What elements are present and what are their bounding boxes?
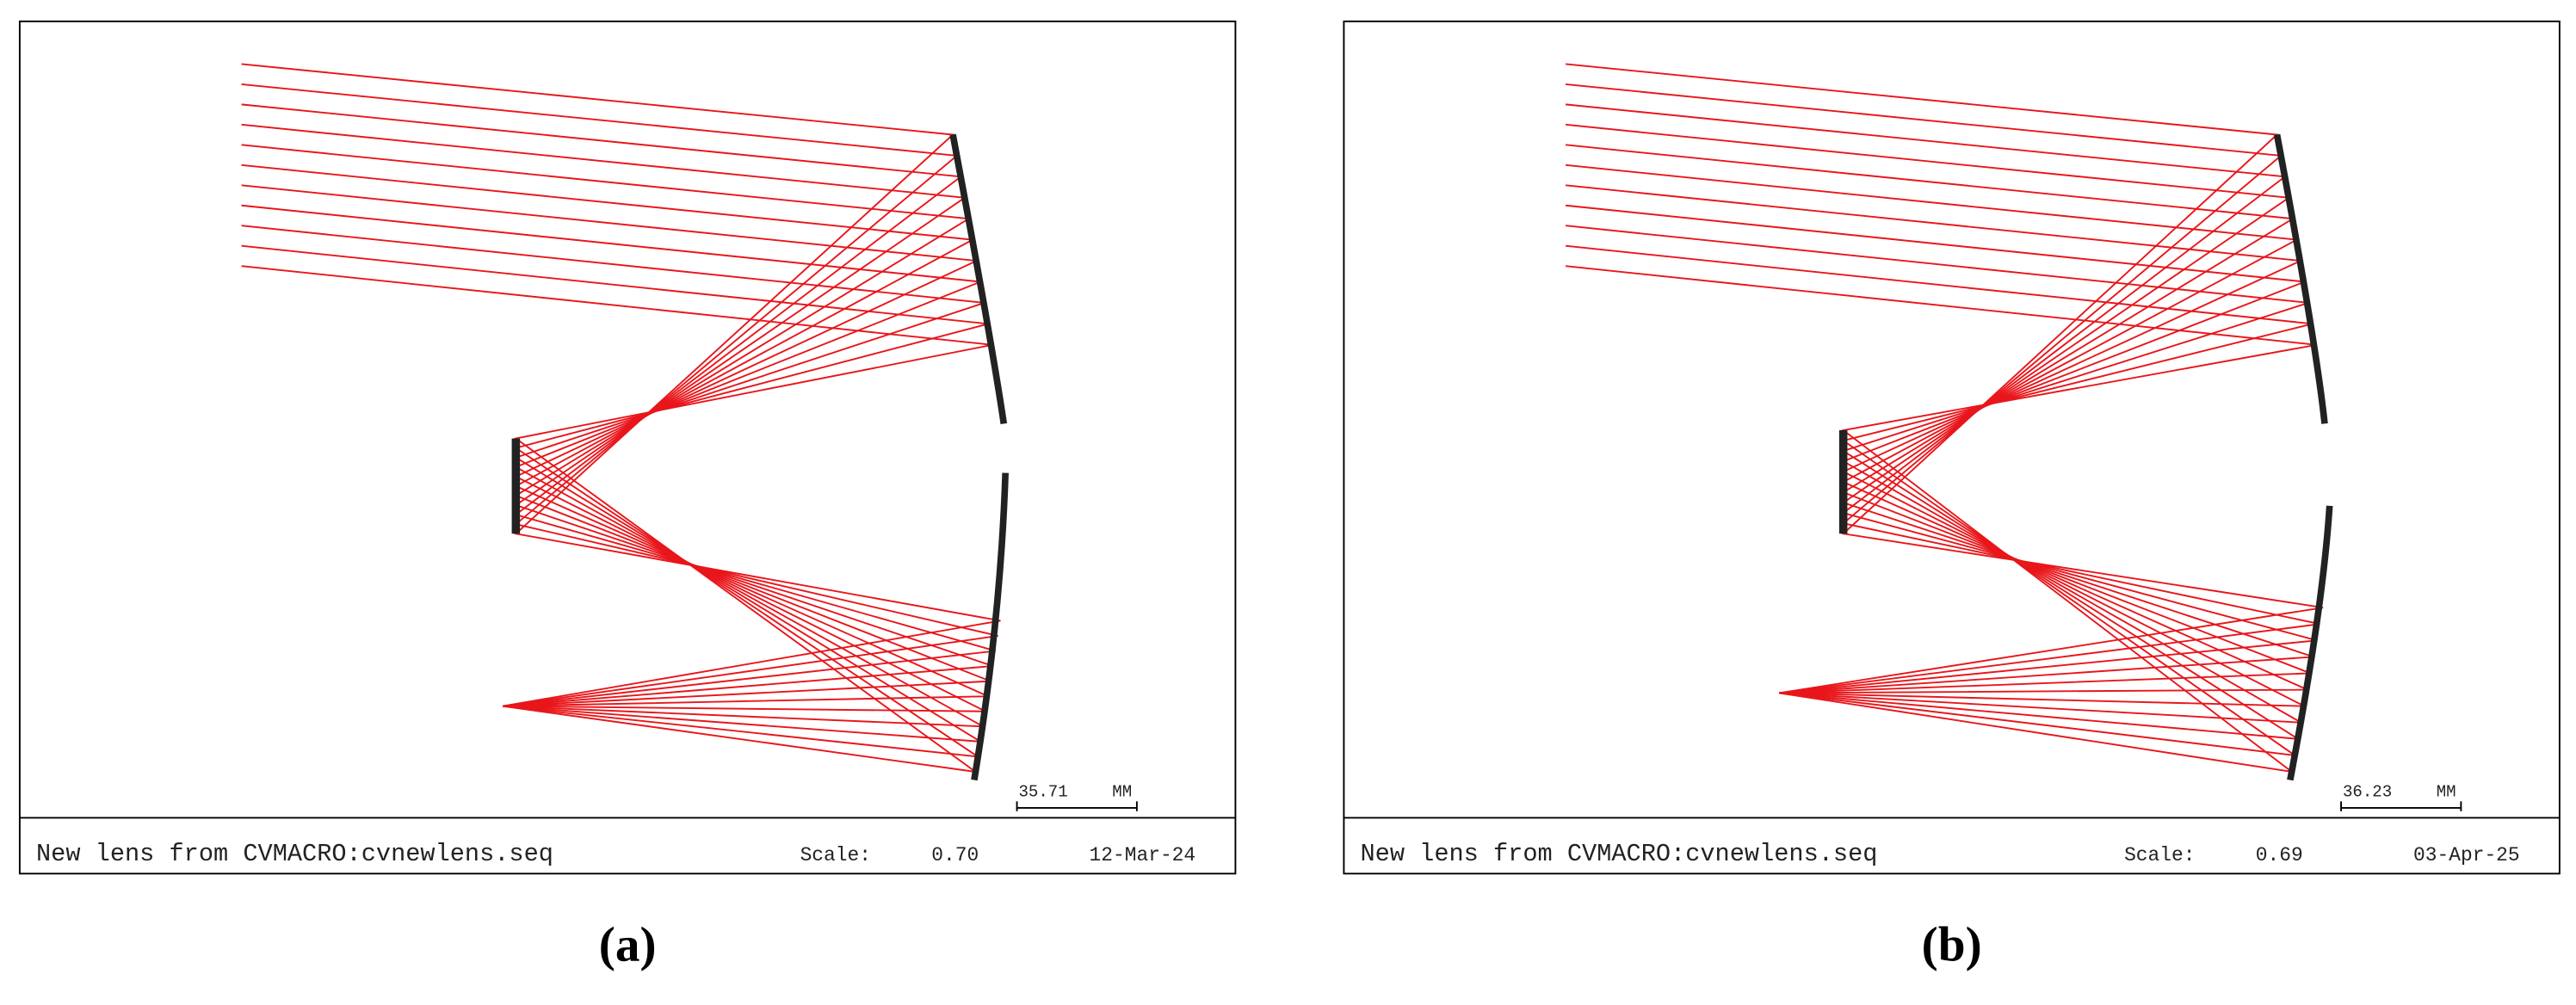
lens-title: New lens from CVMACRO:cvnewlens.seq xyxy=(36,840,553,868)
scale-value: 0.69 xyxy=(2256,844,2303,866)
scale-bar-unit: MM xyxy=(1112,783,1132,802)
scale-bar-value: 36.23 xyxy=(2343,783,2392,802)
tertiary-mirror xyxy=(971,472,1010,781)
date: 12-Mar-24 xyxy=(1090,844,1196,866)
scale-value: 0.70 xyxy=(931,844,979,866)
panel: 36.23 MM New lens from CVMACRO:cvnewlens.s… xyxy=(1343,20,2561,971)
caption: (b) xyxy=(1922,917,1982,971)
primary-mirror xyxy=(949,133,1008,424)
caption: (a) xyxy=(599,917,657,971)
panel-frame xyxy=(1343,20,2561,875)
date: 03-Apr-25 xyxy=(2413,844,2520,866)
scale-bar-unit: MM xyxy=(2437,783,2456,802)
primary-mirror xyxy=(2273,133,2328,424)
tertiary-mirror xyxy=(2287,505,2333,781)
scale-label: Scale: xyxy=(2124,844,2195,866)
lens-title: New lens from CVMACRO:cvnewlens.seq xyxy=(1360,840,1877,868)
scale-label: Scale: xyxy=(800,844,871,866)
scale-bar-value: 35.71 xyxy=(1018,783,1067,802)
panel-frame xyxy=(18,20,1237,875)
panel: 35.71 MM New lens from CVMACRO:cvnewlens.s… xyxy=(18,20,1237,971)
